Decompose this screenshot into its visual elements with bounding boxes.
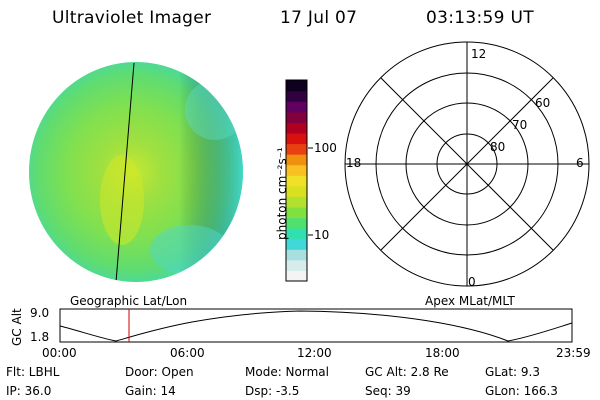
colorbar-swatch: [286, 249, 307, 261]
uv-image: [29, 62, 243, 282]
track-left-label: Geographic Lat/Lon: [70, 294, 188, 308]
track-y-tick-1-8: 1.8: [30, 330, 50, 344]
track-x-tick-1800: 18:00: [425, 346, 460, 360]
ip-info: IP: 36.0: [6, 384, 52, 398]
colorbar-swatch: [286, 154, 307, 166]
track-y-tick-9: 9.0: [30, 306, 50, 320]
door-info: Door: Open: [125, 365, 194, 379]
mode-info: Mode: Normal: [245, 365, 329, 379]
colorbar-swatch: [286, 122, 307, 134]
colorbar-swatch: [286, 196, 307, 208]
colorbar-swatch: [286, 90, 307, 102]
date-label: 17 Jul 07: [280, 8, 358, 28]
colorbar-swatch: [286, 206, 307, 219]
instrument-title: Ultraviolet Imager: [52, 8, 212, 28]
mlt-label-6: 6: [576, 156, 584, 170]
colorbar-swatch: [286, 228, 307, 240]
colorbar-swatch: [286, 143, 307, 155]
gain-info: Gain: 14: [125, 384, 176, 398]
orbit-track-plot: [59, 308, 573, 343]
terminator-line: [115, 62, 135, 282]
glon-info: GLon: 166.3: [485, 384, 558, 398]
track-x-tick-0000: 00:00: [42, 346, 77, 360]
colorbar-swatch: [286, 270, 307, 282]
colorbar-swatch: [286, 101, 307, 113]
track-y-axis-label: GC Alt: [10, 308, 24, 346]
dsp-info: Dsp: -3.5: [245, 384, 300, 398]
colorbar-swatch: [286, 185, 307, 197]
polar-grid: [344, 41, 590, 287]
colorbar-swatch: [286, 132, 307, 145]
colorbar-tick-label-100: 100: [314, 141, 337, 155]
color-bar: [285, 79, 308, 282]
glat-info: GLat: 9.3: [485, 365, 540, 379]
lat-label-80: 80: [490, 140, 506, 154]
mlt-label-12: 12: [471, 47, 487, 61]
colorbar-swatch: [286, 111, 307, 123]
colorbar-swatch: [286, 217, 307, 229]
colorbar-swatch: [286, 238, 307, 250]
lat-label-70: 70: [512, 118, 528, 132]
colorbar-swatch: [286, 80, 307, 92]
track-x-tick-2359: 23:59: [556, 346, 591, 360]
mlt-label-18: 18: [346, 156, 362, 170]
mlt-label-0: 0: [468, 275, 476, 289]
seq-info: Seq: 39: [365, 384, 411, 398]
track-x-tick-1200: 12:00: [297, 346, 332, 360]
colorbar-swatch: [286, 259, 307, 272]
track-x-tick-0600: 06:00: [170, 346, 205, 360]
colorbar-frame: [285, 79, 308, 282]
time-label: 03:13:59 UT: [426, 8, 534, 28]
filter-info: Flt: LBHL: [6, 365, 60, 379]
colorbar-tick-label-10: 10: [314, 228, 330, 242]
colorbar-swatch: [286, 164, 307, 176]
colorbar-swatch: [286, 175, 307, 187]
track-right-label: Apex MLat/MLT: [425, 294, 515, 308]
lat-label-60: 60: [535, 96, 551, 110]
gc-alt-info: GC Alt: 2.8 Re: [365, 365, 449, 379]
colorbar-unit-label: photon cm⁻²s⁻¹: [275, 147, 289, 240]
